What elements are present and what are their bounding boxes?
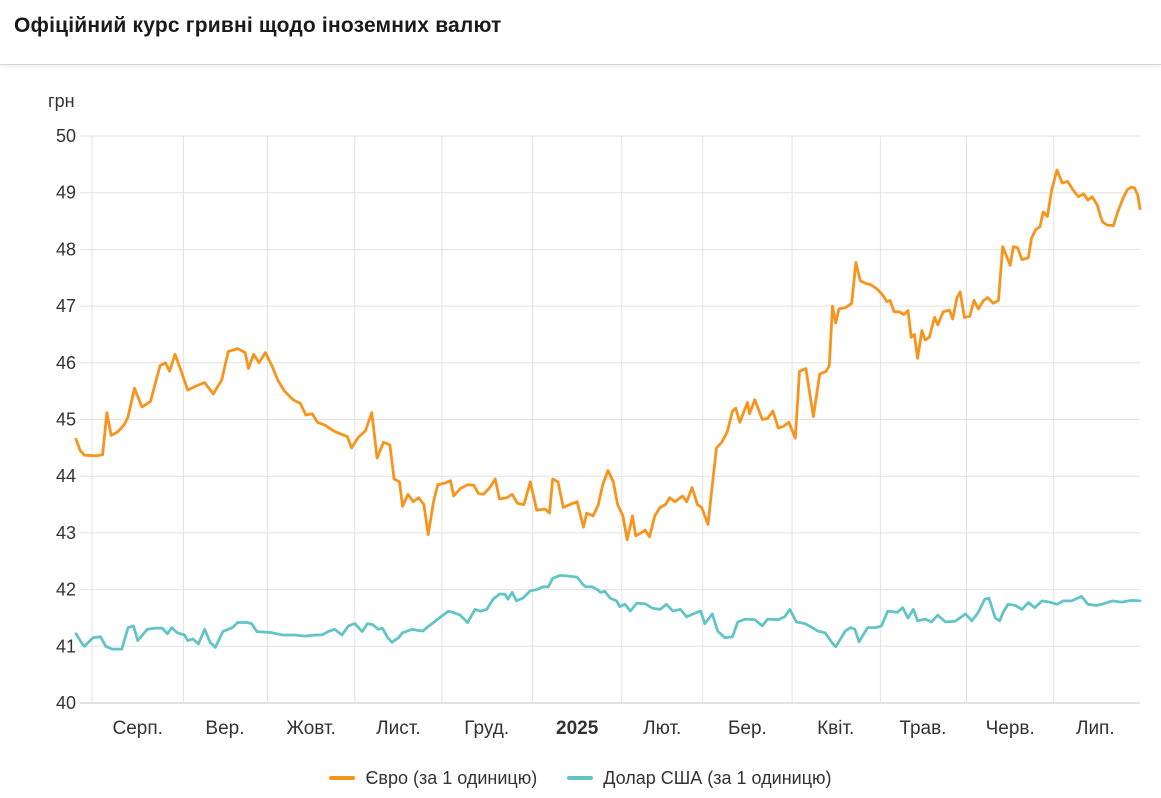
x-tick-label-1: Вер. bbox=[205, 718, 244, 739]
x-tick-label-11: Лип. bbox=[1076, 718, 1115, 739]
y-tick-label-40: 40 bbox=[56, 693, 76, 713]
euro-legend-label: Євро (за 1 одиницю) bbox=[365, 767, 538, 788]
x-tick-label-3: Лист. bbox=[376, 718, 420, 739]
y-axis-unit-label: грн bbox=[48, 91, 75, 111]
euro-series-line[interactable] bbox=[74, 168, 1142, 542]
y-tick-label-46: 46 bbox=[56, 353, 76, 373]
usd-series-line[interactable] bbox=[74, 574, 1142, 651]
chart-legend: Євро (за 1 одиницю) Долар США (за 1 одини… bbox=[0, 763, 1161, 793]
y-tick-label-43: 43 bbox=[56, 523, 76, 543]
page-header: Офіційний курс гривні щодо іноземних вал… bbox=[0, 0, 1161, 65]
y-tick-label-48: 48 bbox=[56, 239, 76, 259]
y-tick-label-42: 42 bbox=[56, 580, 76, 600]
x-tick-label-4: Груд. bbox=[464, 718, 509, 739]
y-tick-label-50: 50 bbox=[56, 126, 76, 146]
y-tick-label-49: 49 bbox=[56, 183, 76, 203]
y-tick-label-41: 41 bbox=[56, 636, 76, 656]
x-tick-label-8: Квіт. bbox=[817, 718, 854, 739]
x-tick-label-5: 2025 bbox=[556, 718, 599, 739]
x-tick-label-10: Черв. bbox=[986, 718, 1035, 739]
y-tick-label-44: 44 bbox=[56, 466, 76, 486]
x-tick-label-6: Лют. bbox=[643, 718, 681, 739]
page-title: Офіційний курс гривні щодо іноземних вал… bbox=[14, 14, 502, 37]
y-tick-label-45: 45 bbox=[56, 410, 76, 430]
euro-legend-swatch-icon bbox=[329, 776, 356, 780]
y-tick-label-47: 47 bbox=[56, 296, 76, 316]
usd-legend-swatch-icon bbox=[567, 776, 594, 780]
x-tick-label-0: Серп. bbox=[112, 718, 162, 739]
x-tick-label-2: Жовт. bbox=[286, 718, 335, 739]
usd-legend-label: Долар США (за 1 одиницю) bbox=[603, 767, 832, 788]
x-tick-label-9: Трав. bbox=[899, 718, 946, 739]
x-tick-label-7: Бер. bbox=[728, 718, 767, 739]
legend-item-euro[interactable]: Євро (за 1 одиницю) bbox=[329, 763, 537, 793]
legend-item-usd[interactable]: Долар США (за 1 одиницю) bbox=[567, 763, 832, 793]
